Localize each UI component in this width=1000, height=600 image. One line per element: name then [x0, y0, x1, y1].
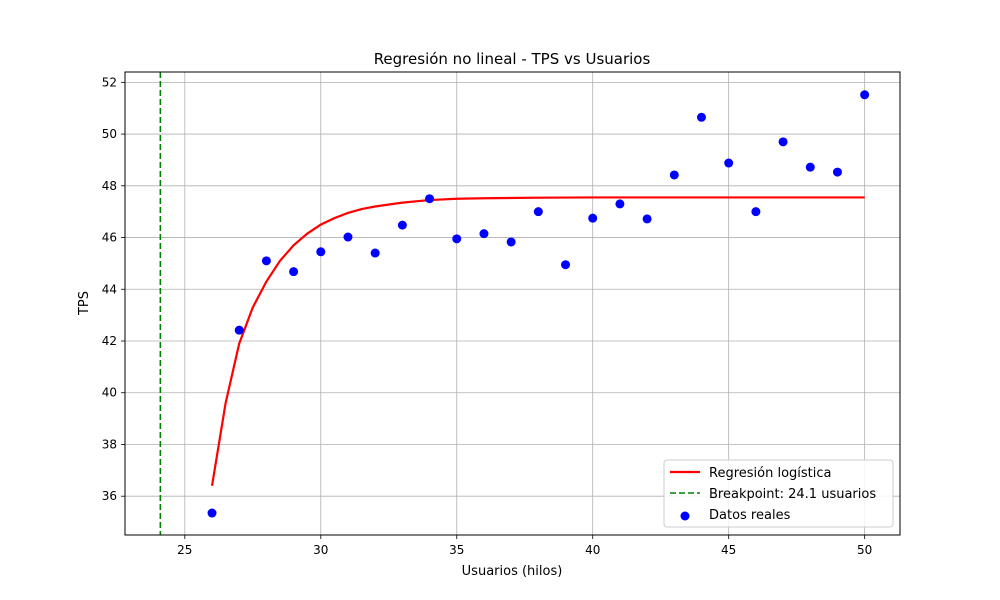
data-point	[207, 508, 217, 518]
chart-title: Regresión no lineal - TPS vs Usuarios	[374, 50, 651, 68]
data-point	[561, 260, 571, 270]
legend-label: Regresión logística	[709, 466, 832, 481]
data-point	[832, 167, 842, 177]
x-tick-label: 35	[449, 543, 464, 557]
data-point	[234, 325, 244, 335]
data-point	[860, 90, 870, 100]
y-tick-label: 42	[102, 334, 117, 348]
x-tick-label: 45	[721, 543, 736, 557]
legend: Regresión logística Breakpoint: 24.1 usua…	[663, 459, 894, 528]
y-tick-label: 52	[102, 75, 117, 89]
data-point	[316, 247, 326, 257]
x-tick-label: 30	[313, 543, 328, 557]
data-point	[261, 256, 271, 266]
data-point	[778, 137, 788, 147]
data-point	[696, 112, 706, 122]
legend-box	[663, 459, 894, 528]
y-tick-label: 46	[102, 231, 117, 245]
x-tick-label: 50	[857, 543, 872, 557]
y-tick-label: 50	[102, 127, 117, 141]
data-point	[805, 162, 815, 172]
data-point	[669, 170, 679, 180]
data-point	[289, 267, 299, 277]
data-point	[533, 207, 543, 217]
regression-line	[210, 196, 865, 487]
x-tick-label: 40	[585, 543, 600, 557]
y-axis-label: TPS	[77, 291, 92, 316]
y-tick-label: 48	[102, 179, 117, 193]
data-point	[425, 194, 435, 204]
y-tick-label: 44	[102, 282, 117, 296]
legend-swatch-data	[680, 511, 690, 521]
data-point	[588, 213, 598, 223]
y-tick-label: 36	[102, 489, 117, 503]
data-point	[343, 232, 353, 242]
plot-area	[159, 72, 870, 535]
x-axis-label: Usuarios (hilos)	[462, 564, 563, 579]
data-point	[479, 229, 489, 239]
data-point	[452, 234, 462, 244]
grid	[125, 72, 900, 535]
data-point	[724, 158, 734, 168]
data-point	[642, 214, 652, 224]
y-tick-label: 38	[102, 437, 117, 451]
legend-label: Breakpoint: 24.1 usuarios	[709, 487, 876, 502]
data-point	[370, 248, 380, 258]
axes: 25 30 35 40 45 50 36 38 40 42 44 46 48 50 52	[102, 75, 873, 557]
plot-frame	[124, 71, 901, 536]
data-point	[506, 237, 516, 247]
data-point	[751, 207, 761, 217]
x-tick-label: 25	[177, 543, 192, 557]
legend-label: Datos reales	[709, 508, 791, 523]
data-point	[397, 220, 407, 230]
y-tick-label: 40	[102, 386, 117, 400]
data-point	[615, 199, 625, 209]
